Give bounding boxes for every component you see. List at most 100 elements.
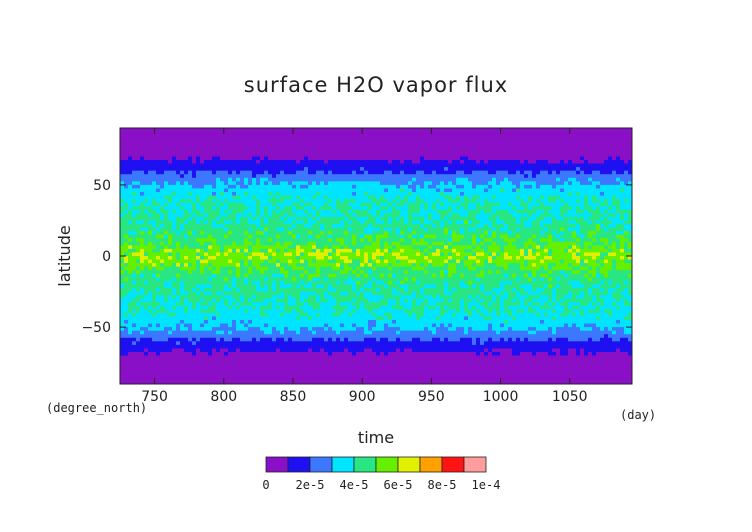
heatmap-cell <box>488 156 493 161</box>
heatmap-cell <box>472 152 477 157</box>
heatmap-cell <box>372 213 377 218</box>
heatmap-cell <box>464 252 469 257</box>
heatmap-cell <box>400 206 405 211</box>
heatmap-cell <box>296 202 301 207</box>
heatmap-cell <box>352 195 357 200</box>
heatmap-cell <box>184 259 189 264</box>
heatmap-cell <box>600 241 605 246</box>
heatmap-cell <box>392 209 397 214</box>
heatmap-cell <box>316 199 321 204</box>
heatmap-cell <box>484 167 489 172</box>
heatmap-cell <box>436 199 441 204</box>
heatmap-cell <box>184 263 189 268</box>
heatmap-cell <box>276 192 281 196</box>
heatmap-cell <box>400 149 405 154</box>
heatmap-cell <box>416 259 421 264</box>
heatmap-cell <box>260 209 265 214</box>
heatmap-cell <box>200 195 205 200</box>
heatmap-cell <box>208 216 213 221</box>
heatmap-cell <box>464 145 469 150</box>
heatmap-cell <box>340 192 345 196</box>
heatmap-cell <box>544 256 549 260</box>
heatmap-cell <box>592 167 597 172</box>
heatmap-cell <box>148 202 153 207</box>
heatmap-cell <box>480 181 485 186</box>
heatmap-cell <box>240 184 245 189</box>
heatmap-cell <box>440 152 445 157</box>
heatmap-cell <box>416 145 421 150</box>
heatmap-cell <box>168 149 173 154</box>
heatmap-cell <box>440 142 445 147</box>
heatmap-cell <box>260 138 265 143</box>
heatmap-cell <box>348 174 353 179</box>
heatmap-cell <box>300 192 305 196</box>
heatmap-cell <box>376 170 381 175</box>
heatmap-cell <box>384 131 389 136</box>
heatmap-cell <box>388 184 393 189</box>
heatmap-cell <box>304 188 309 193</box>
heatmap-cell <box>516 252 521 257</box>
heatmap-cell <box>248 234 253 239</box>
heatmap-cell <box>416 128 421 132</box>
heatmap-cell <box>360 241 365 246</box>
heatmap-cell <box>492 245 497 250</box>
heatmap-cell <box>196 177 201 182</box>
heatmap-cell <box>164 256 169 260</box>
heatmap-cell <box>388 248 393 253</box>
heatmap-cell <box>592 152 597 157</box>
heatmap-cell <box>352 156 357 161</box>
heatmap-cell <box>200 184 205 189</box>
heatmap-cell <box>248 252 253 257</box>
heatmap-cell <box>544 195 549 200</box>
heatmap-cell <box>628 131 633 136</box>
heatmap-cell <box>128 220 133 225</box>
heatmap-cell <box>516 248 521 253</box>
heatmap-cell <box>420 220 425 225</box>
heatmap-cell <box>248 213 253 218</box>
heatmap-cell <box>124 149 129 154</box>
heatmap-cell <box>368 248 373 253</box>
heatmap-cell <box>476 156 481 161</box>
heatmap-cell <box>516 149 521 154</box>
heatmap-cell <box>436 188 441 193</box>
heatmap-cell <box>520 149 525 154</box>
heatmap-cell <box>204 220 209 225</box>
heatmap-cell <box>468 202 473 207</box>
heatmap-cell <box>456 206 461 211</box>
heatmap-cell <box>344 231 349 236</box>
heatmap-cell <box>440 156 445 161</box>
heatmap-cell <box>440 160 445 164</box>
heatmap-cell <box>448 238 453 243</box>
heatmap-cell <box>268 152 273 157</box>
heatmap-cell <box>476 188 481 193</box>
heatmap-cell <box>572 213 577 218</box>
heatmap-cell <box>208 149 213 154</box>
heatmap-cell <box>616 199 621 204</box>
heatmap-cell <box>584 156 589 161</box>
heatmap-cell <box>540 177 545 182</box>
heatmap-cell <box>412 192 417 196</box>
heatmap-cell <box>620 213 625 218</box>
heatmap-cell <box>624 192 629 196</box>
heatmap-cell <box>408 188 413 193</box>
heatmap-cell <box>292 156 297 161</box>
heatmap-cell <box>584 184 589 189</box>
heatmap-cell <box>156 181 161 186</box>
heatmap-cell <box>228 248 233 253</box>
heatmap-cell <box>396 245 401 250</box>
heatmap-cell <box>144 231 149 236</box>
heatmap-cell <box>420 259 425 264</box>
heatmap-cell <box>488 149 493 154</box>
heatmap-cell <box>488 138 493 143</box>
heatmap-cell <box>564 206 569 211</box>
heatmap-cell <box>572 256 577 260</box>
heatmap-cell <box>604 263 609 268</box>
heatmap-cell <box>232 231 237 236</box>
heatmap-cell <box>456 234 461 239</box>
heatmap-cell <box>328 177 333 182</box>
heatmap-cell <box>292 138 297 143</box>
heatmap-cell <box>244 174 249 179</box>
heatmap-cell <box>184 256 189 260</box>
heatmap-cell <box>296 263 301 268</box>
heatmap-cell <box>340 135 345 140</box>
